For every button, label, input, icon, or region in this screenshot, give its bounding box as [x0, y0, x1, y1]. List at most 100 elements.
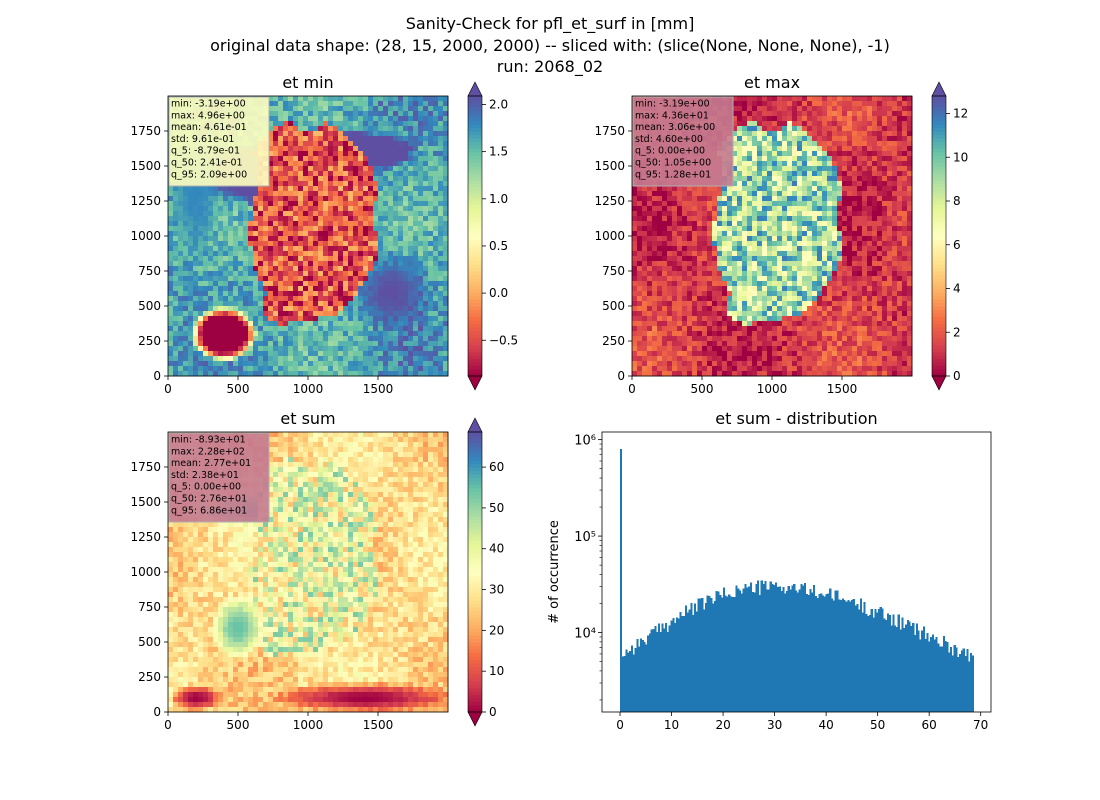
colorbar-segment	[468, 530, 482, 534]
colorbar-segment	[468, 358, 482, 363]
y-tick-label: 1250	[594, 194, 625, 208]
colorbar-segment	[468, 159, 482, 163]
histogram-bar	[621, 656, 624, 712]
histogram-bar	[766, 589, 769, 712]
histogram-bar	[684, 605, 688, 712]
histogram-bar	[836, 590, 839, 712]
colorbar-segment	[468, 267, 482, 272]
heatmap-panel-1: et min 0 500 1000 1500 0 250 500 750 1000 1250 1500…	[130, 73, 518, 396]
y-tick-label: 750	[602, 264, 625, 278]
colorbar-segment	[468, 145, 482, 149]
histogram-bar	[764, 581, 767, 712]
colorbar-frame	[467, 95, 483, 377]
colorbar-segment	[468, 554, 482, 559]
y-tick-label: 1500	[130, 495, 161, 509]
colorbar: 0 2 4 6 8 10 12	[931, 81, 968, 391]
stats-line: q_95: 2.09e+00	[171, 169, 247, 180]
histogram-bar	[870, 608, 873, 712]
histogram-bar	[868, 614, 871, 712]
stats-line: std: 2.38e+01	[171, 470, 239, 481]
histogram-bar	[872, 617, 875, 712]
colorbar-frame	[931, 95, 947, 377]
y-tick-label: 1000	[594, 229, 625, 243]
histogram-bar	[629, 650, 632, 712]
colorbar-segment	[468, 152, 482, 156]
colorbar-tick-label: 4	[953, 282, 961, 296]
stats-box-background	[168, 432, 270, 523]
panel-title: et sum	[280, 409, 335, 428]
x-tick-label: 60	[922, 718, 937, 732]
histogram-bar	[816, 597, 819, 712]
colorbar-segment	[468, 337, 482, 342]
colorbar-tick-label: 50	[489, 501, 504, 515]
histogram-bar	[639, 638, 642, 712]
histogram-bar	[623, 655, 626, 712]
x-tick-label: 70	[973, 718, 988, 732]
colorbar-segment	[468, 432, 482, 436]
histogram-bar	[903, 628, 906, 712]
colorbar-segment	[468, 568, 482, 573]
colorbar-segment	[932, 159, 946, 163]
histogram-bar	[666, 631, 670, 712]
histogram-bar	[951, 655, 954, 712]
y-tick-label: 500	[138, 299, 161, 313]
histogram-bar	[811, 592, 814, 712]
colorbar-segment	[468, 243, 482, 247]
x-tick-label: 0	[164, 382, 172, 396]
histogram-bar	[775, 582, 778, 712]
x-tick-label: 1000	[293, 718, 324, 732]
y-tick-label: 10⁶	[574, 434, 596, 449]
colorbar-segment	[932, 299, 946, 303]
colorbar-segment	[932, 148, 946, 153]
histogram-bar	[748, 586, 751, 712]
histogram-bar	[803, 583, 807, 712]
colorbar-segment	[932, 117, 946, 121]
stats-line: mean: 3.06e+00	[635, 122, 715, 133]
x-tick-label: 30	[767, 718, 782, 732]
histogram-bar	[686, 612, 689, 712]
colorbar-segment	[468, 222, 482, 226]
colorbar-segment	[468, 652, 482, 657]
histogram-bar	[793, 584, 796, 712]
colorbar-segment	[468, 442, 482, 447]
histogram-bar	[888, 614, 891, 712]
colorbar-segment	[468, 481, 482, 485]
histogram-bar	[917, 630, 920, 712]
stats-line: q_5: -8.79e-01	[171, 146, 240, 157]
y-tick-label: 1250	[130, 530, 161, 544]
histogram-bar	[681, 615, 684, 712]
histogram-bar	[944, 640, 947, 712]
colorbar-segment	[932, 215, 946, 219]
x-tick-label: 500	[227, 718, 250, 732]
x-tick-label: 50	[870, 718, 885, 732]
colorbar-segment	[468, 565, 482, 569]
histogram-bar	[894, 625, 897, 712]
histogram-bar	[648, 633, 651, 712]
colorbar-segment	[932, 278, 946, 282]
histogram-bar	[717, 591, 720, 712]
colorbar-segment	[932, 124, 946, 128]
colorbar-segment	[468, 117, 482, 121]
colorbar-segment	[932, 232, 946, 237]
histogram-bar	[820, 593, 823, 712]
colorbar-segment	[932, 358, 946, 363]
histogram-bar	[932, 634, 935, 712]
colorbar-segment	[468, 498, 482, 503]
colorbar-segment	[468, 449, 482, 454]
histogram-panel: et sum - distribution 0 10 20 30 40 50 60 70 10⁴ 1…	[547, 409, 992, 732]
histogram-bar	[827, 593, 830, 712]
colorbar-segment	[932, 267, 946, 272]
colorbar-segment	[468, 649, 482, 653]
stats-line: q_95: 6.86e+01	[171, 505, 247, 516]
colorbar-segment	[468, 155, 482, 160]
colorbar-segment	[468, 278, 482, 282]
x-tick-label: 0	[616, 718, 624, 732]
histogram-bars	[620, 448, 974, 712]
colorbar-segment	[468, 537, 482, 541]
colorbar-segment	[932, 110, 946, 114]
histogram-bar	[962, 648, 965, 712]
stats-line: q_95: 1.28e+01	[635, 169, 711, 180]
x-tick-label: 20	[715, 718, 730, 732]
colorbar-segment	[468, 519, 482, 524]
colorbar-segment	[932, 288, 946, 293]
